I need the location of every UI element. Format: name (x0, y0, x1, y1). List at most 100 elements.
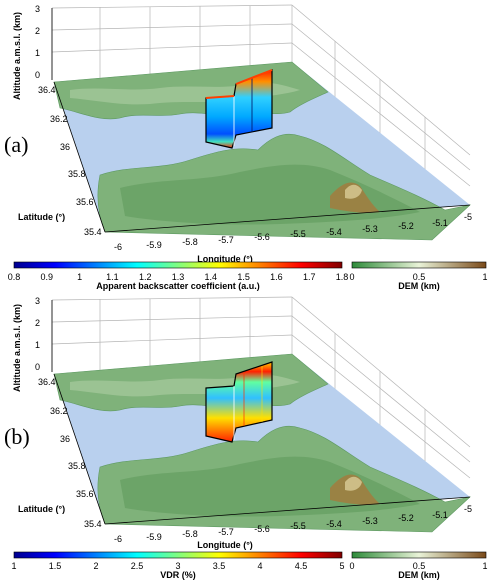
lon-tick-a-2: -5.8 (182, 237, 198, 247)
colorbar-a: 0.8 0.9 1 1.1 1.2 1.3 1.4 1.5 1.6 1.7 1.8 Apparent… (8, 261, 349, 291)
colorbar-tick-a-8: 1.6 (270, 272, 283, 282)
lidar-curtain-b (205, 361, 273, 443)
colorbar-tick-a-7: 1.5 (237, 272, 250, 282)
lat-tick-b-3: 35.8 (68, 461, 86, 471)
z-axis-b: 0 1 2 3 Altitude a.m.s.l. (km) (12, 296, 53, 392)
lon-tick-b-6: -5.4 (326, 519, 342, 529)
colorbar-tick-b-6: 4 (257, 561, 262, 571)
axes-box-a (51, 4, 471, 187)
colorbar-tick-b-2: 2 (93, 561, 98, 571)
lon-tick-a-0: -6 (114, 242, 122, 252)
lat-tick-b-4: 35.6 (76, 489, 94, 499)
colorbar-tick-b-7: 4.5 (295, 561, 308, 571)
z-axis-label-b: Altitude a.m.s.l. (km) (12, 304, 22, 392)
colorbar-tick-a-1: 0.9 (41, 272, 54, 282)
z-axis-a: 0 1 2 3 Altitude a.m.s.l. (km) (12, 4, 53, 100)
z-tick-a-0: 0 (35, 70, 40, 80)
z-tick-b-3: 3 (35, 296, 40, 306)
lon-tick-a-7: -5.3 (362, 224, 378, 234)
colorbar-label-b: VDR (%) (160, 570, 196, 580)
lon-tick-b-10: -5 (464, 504, 472, 514)
colorbar-tick-a-0: 0.8 (8, 272, 21, 282)
colorbar-tick-a-4: 1.2 (139, 272, 152, 282)
lon-tick-b-2: -5.8 (182, 529, 198, 539)
z-axis-label-a: Altitude a.m.s.l. (km) (12, 12, 22, 100)
lon-tick-b-5: -5.5 (290, 521, 306, 531)
lon-tick-b-9: -5.1 (432, 510, 448, 520)
lat-axis-label-a: Latitude (°) (18, 212, 65, 222)
lon-axis-a: -6 -5.9 -5.8 -5.7 -5.6 -5.5 -5.4 -5.3 -5… (104, 204, 472, 264)
z-tick-a-3: 3 (35, 4, 40, 14)
dem-colorbar-a: 0 0.5 1 DEM (km) (349, 261, 488, 291)
dem-tick-a-0: 0 (349, 272, 354, 282)
colorbar-tick-a-2: 1 (77, 272, 82, 282)
z-tick-b-0: 0 (35, 362, 40, 372)
colorbar-tick-a-3: 1.1 (106, 272, 119, 282)
lon-tick-a-3: -5.7 (218, 235, 234, 245)
colorbar-tick-a-10: 1.8 (336, 272, 349, 282)
colorbar-tick-b-5: 3.5 (213, 561, 226, 571)
lon-tick-b-0: -6 (114, 534, 122, 544)
lon-tick-a-8: -5.2 (398, 221, 414, 231)
lat-axis-label-b: Latitude (°) (18, 504, 65, 514)
colorbar-b: 1 1.5 2 2.5 3 3.5 4 4.5 5 VDR (%) (11, 551, 345, 580)
lat-axis-b: 36.4 36.2 36 35.8 35.6 35.4 Latitude (°) (18, 373, 106, 529)
z-tick-a-2: 2 (35, 26, 40, 36)
colorbar-ticks-a: 0.8 0.9 1 1.1 1.2 1.3 1.4 1.5 1.6 1.7 1.8 (8, 272, 349, 282)
lat-axis-a: 36.4 36.2 36 35.8 35.6 35.4 Latitude (°) (18, 81, 106, 237)
panel-b: 0 1 2 3 Altitude a.m.s.l. (km) 36.4 36.2… (4, 296, 488, 580)
panel-a: 0 1 2 3 Altitude a.m.s.l. (km) 36.4 36.2… (4, 4, 488, 291)
lat-tick-a-4: 35.6 (76, 197, 94, 207)
lon-tick-a-6: -5.4 (326, 227, 342, 237)
lat-tick-b-0: 36.4 (38, 377, 56, 387)
dem-colorbar-label-a: DEM (km) (398, 281, 440, 291)
colorbar-tick-a-9: 1.7 (303, 272, 316, 282)
dem-tick-b-0: 0 (349, 561, 354, 571)
z-tick-b-2: 2 (35, 318, 40, 328)
lidar-curtain-a (205, 69, 273, 149)
lat-tick-b-2: 36 (60, 434, 70, 444)
lat-tick-a-0: 36.4 (38, 85, 56, 95)
lon-tick-a-4: -5.6 (254, 232, 270, 242)
lat-tick-a-5: 35.4 (84, 227, 102, 237)
colorbar-tick-b-4: 3 (175, 561, 180, 571)
lon-tick-a-9: -5.1 (432, 218, 448, 228)
mountain-ridge-a2 (345, 184, 362, 199)
lon-axis-label-a: Longitude (°) (197, 254, 253, 264)
z-tick-b-1: 1 (35, 340, 40, 350)
colorbar-tick-b-8: 5 (339, 561, 344, 571)
lon-axis-label-b: Longitude (°) (197, 540, 253, 550)
colorbar-tick-b-1: 1.5 (49, 561, 62, 571)
lon-tick-b-8: -5.2 (398, 513, 414, 523)
lat-tick-a-2: 36 (60, 142, 70, 152)
colorbar-ticks-b: 1 1.5 2 2.5 3 3.5 4 4.5 5 (11, 561, 344, 571)
mountain-ridge-b2 (345, 476, 362, 491)
lon-tick-a-5: -5.5 (290, 229, 306, 239)
colorbar-tick-b-0: 1 (11, 561, 16, 571)
dem-tick-a-1: 0.5 (413, 272, 426, 282)
panel-label-b: (b) (4, 424, 30, 449)
lon-tick-a-1: -5.9 (146, 240, 162, 250)
colorbar-label-a: Apparent backscatter coefficient (a.u.) (96, 281, 260, 291)
lon-tick-b-3: -5.7 (218, 527, 234, 537)
z-tick-a-1: 1 (35, 48, 40, 58)
lon-tick-b-7: -5.3 (362, 516, 378, 526)
dem-tick-b-1: 0.5 (413, 561, 426, 571)
colorbar-tick-a-5: 1.3 (172, 272, 185, 282)
panel-label-a: (a) (4, 132, 28, 157)
dem-colorbar-b: 0 0.5 1 DEM (km) (349, 551, 488, 580)
dem-colorbar-label-b: DEM (km) (398, 570, 440, 580)
colorbar-tick-b-3: 2.5 (131, 561, 144, 571)
lon-tick-b-1: -5.9 (146, 532, 162, 542)
lat-tick-a-3: 35.8 (68, 169, 86, 179)
axes-box-b (51, 296, 471, 479)
lat-tick-b-5: 35.4 (84, 519, 102, 529)
colorbar-tick-a-6: 1.4 (205, 272, 218, 282)
lon-axis-b: -6 -5.9 -5.8 -5.7 -5.6 -5.5 -5.4 -5.3 -5… (104, 496, 472, 550)
lon-tick-a-10: -5 (464, 212, 472, 222)
lat-tick-b-1: 36.2 (50, 406, 68, 416)
lon-tick-b-4: -5.6 (254, 524, 270, 534)
dem-tick-b-2: 1 (482, 561, 487, 571)
dem-tick-a-2: 1 (482, 272, 487, 282)
